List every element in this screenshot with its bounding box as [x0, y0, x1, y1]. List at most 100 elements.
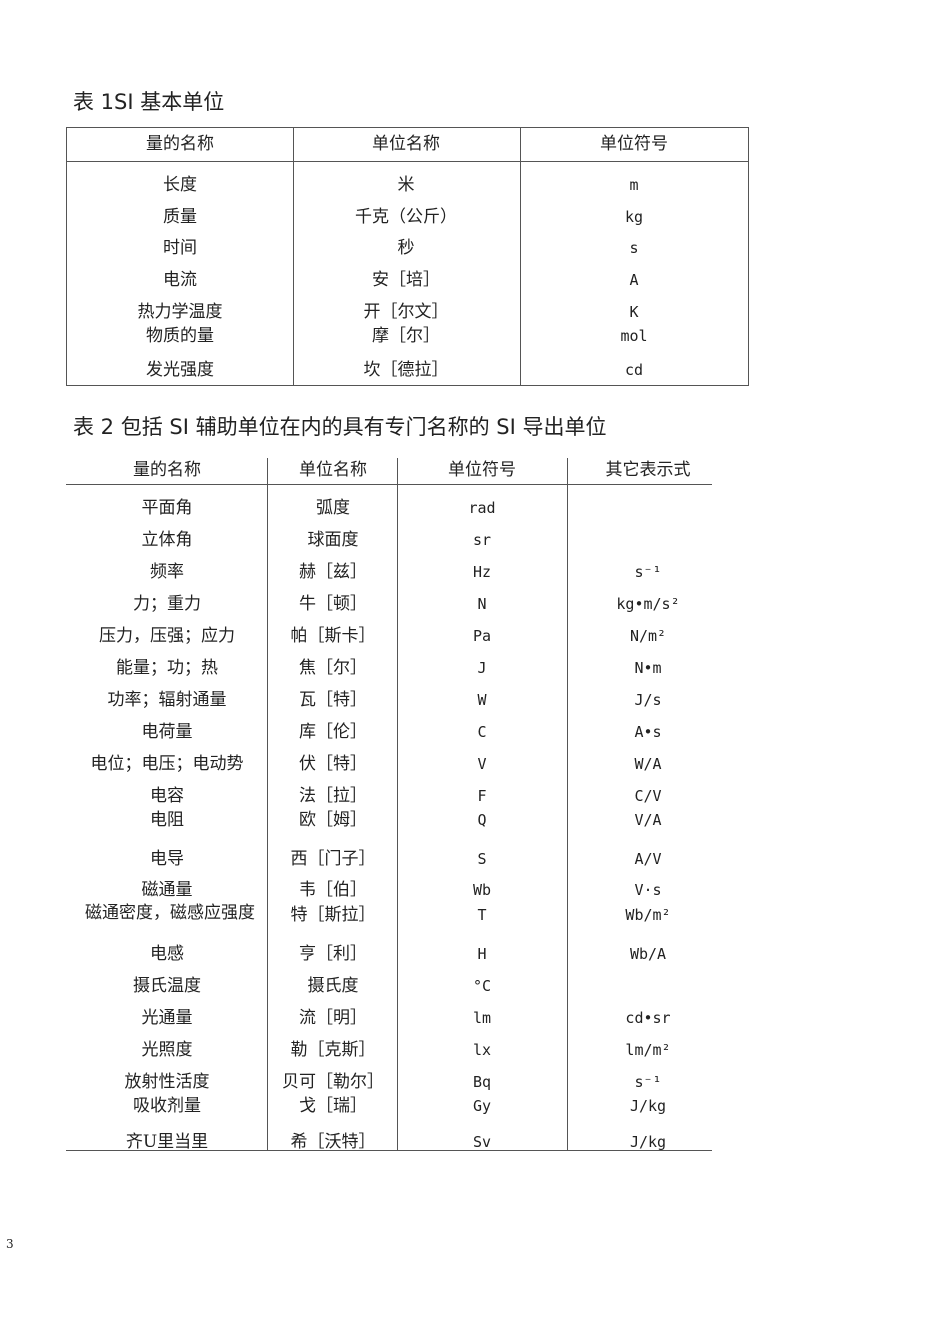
table-caption: 表 2 包括 SI 辅助单位在内的具有专门名称的 SI 导出单位 — [73, 415, 607, 439]
table-cell: 米 — [397, 175, 415, 195]
table-cell: S — [477, 850, 487, 868]
table-cell: 摄氏度 — [307, 976, 359, 996]
table-cell: 电位；电压；电动势 — [90, 754, 244, 774]
rule — [66, 385, 749, 386]
table-cell: K — [629, 303, 639, 321]
table-cell: N•m — [634, 659, 662, 677]
table-cell: C — [477, 723, 487, 741]
table-cell: 磁通密度，磁感应强度 — [85, 903, 255, 923]
rule — [66, 127, 67, 386]
table-cell: 牛［顿］ — [299, 594, 367, 614]
table-cell: F — [477, 787, 487, 805]
rule — [267, 458, 268, 1151]
rule — [66, 1150, 712, 1151]
table-cell: 立体角 — [141, 530, 193, 550]
table-cell: 长度 — [163, 175, 197, 195]
table-cell: 光照度 — [141, 1040, 193, 1060]
table-cell: 法［拉］ — [299, 786, 367, 806]
table-cell: W/A — [634, 755, 662, 773]
table-cell: Gy — [472, 1097, 492, 1115]
table-cell: 弧度 — [316, 498, 350, 518]
table-cell: 热力学温度 — [137, 302, 223, 322]
table-cell: Bq — [472, 1073, 492, 1091]
table-cell: 电容 — [150, 786, 184, 806]
table-cell: 电导 — [150, 849, 184, 869]
table-cell: 时间 — [163, 238, 197, 258]
table-cell: N/m² — [629, 627, 667, 645]
table-cell: V — [477, 755, 487, 773]
table-cell: 电阻 — [150, 810, 184, 830]
table-cell: 戈［瑞］ — [299, 1096, 367, 1116]
table-cell: 力；重力 — [133, 594, 201, 614]
table-cell: 赫［兹］ — [299, 562, 367, 582]
table-cell: 瓦［特］ — [299, 690, 367, 710]
table-cell: 吸收剂量 — [133, 1096, 201, 1116]
table-cell: s — [629, 239, 639, 257]
table-cell: 坎［德拉］ — [363, 360, 449, 380]
table-cell: A — [629, 271, 639, 289]
table-cell: 千克（公斤） — [355, 207, 457, 227]
table-cell: 摄氏温度 — [133, 976, 201, 996]
table-cell: 希［沃特］ — [290, 1132, 376, 1152]
rule — [397, 458, 398, 1151]
table-cell: cd•sr — [625, 1009, 671, 1027]
header-cell: 量的名称 — [146, 134, 214, 154]
table-cell: 功率；辐射通量 — [107, 690, 227, 710]
header-cell: 单位名称 — [372, 134, 440, 154]
table-cell: 摩［尔］ — [372, 326, 440, 346]
table-cell: 帕［斯卡］ — [290, 626, 376, 646]
table-cell: 秒 — [397, 238, 415, 258]
table-cell: 安［培］ — [372, 270, 440, 290]
table-cell: J/kg — [629, 1097, 667, 1115]
table-cell: A/V — [634, 850, 662, 868]
header-cell: 单位符号 — [600, 134, 668, 154]
table-cell: cd — [624, 361, 644, 379]
table-cell: 放射性活度 — [124, 1072, 210, 1092]
table-cell: C/V — [634, 787, 662, 805]
table-cell: T — [477, 906, 487, 924]
table-cell: V/A — [634, 811, 662, 829]
table-cell: J — [477, 659, 487, 677]
table-cell: mol — [620, 327, 648, 345]
rule — [66, 484, 712, 485]
table-cell: V·s — [634, 881, 662, 899]
table-cell: 亨［利］ — [299, 944, 367, 964]
table-cell: kg — [624, 208, 644, 226]
rule — [66, 161, 749, 162]
table-cell: °C — [472, 977, 492, 995]
table-cell: Pa — [472, 627, 492, 645]
header-cell: 单位符号 — [448, 460, 516, 480]
table-cell: s⁻¹ — [634, 563, 662, 581]
table-cell: 压力，压强；应力 — [99, 626, 235, 646]
rule — [520, 127, 521, 386]
table-caption: 表 1SI 基本单位 — [73, 90, 225, 114]
table-cell: rad — [468, 499, 496, 517]
rule — [748, 127, 749, 386]
table-cell: m — [629, 176, 639, 194]
rule — [66, 127, 749, 128]
table-cell: 能量；功；热 — [116, 658, 218, 678]
table-cell: Wb/m² — [625, 906, 671, 924]
table-cell: H — [477, 945, 487, 963]
table-cell: s⁻¹ — [634, 1073, 662, 1091]
table-cell: sr — [472, 531, 492, 549]
header-cell: 单位名称 — [299, 460, 367, 480]
table-cell: 欧［姆］ — [299, 810, 367, 830]
table-cell: lm/m² — [625, 1041, 671, 1059]
table-cell: lm — [472, 1009, 492, 1027]
table-cell: 库［伦］ — [299, 722, 367, 742]
table-cell: A•s — [634, 723, 662, 741]
table-cell: 焦［尔］ — [299, 658, 367, 678]
table-cell: 开［尔文］ — [363, 302, 449, 322]
table-cell: 齐U里当里 — [125, 1132, 209, 1152]
table-cell: 物质的量 — [146, 326, 214, 346]
table-cell: 西［门子］ — [290, 849, 376, 869]
table-cell: 平面角 — [141, 498, 193, 518]
table-cell: 电感 — [150, 944, 184, 964]
table-cell: J/kg — [629, 1133, 667, 1151]
table-cell: 勒［克斯］ — [290, 1040, 376, 1060]
header-cell: 其它表示式 — [605, 460, 691, 480]
table-cell: 质量 — [163, 207, 197, 227]
table-cell: Hz — [472, 563, 492, 581]
table-cell: 贝可［勒尔］ — [282, 1072, 384, 1092]
